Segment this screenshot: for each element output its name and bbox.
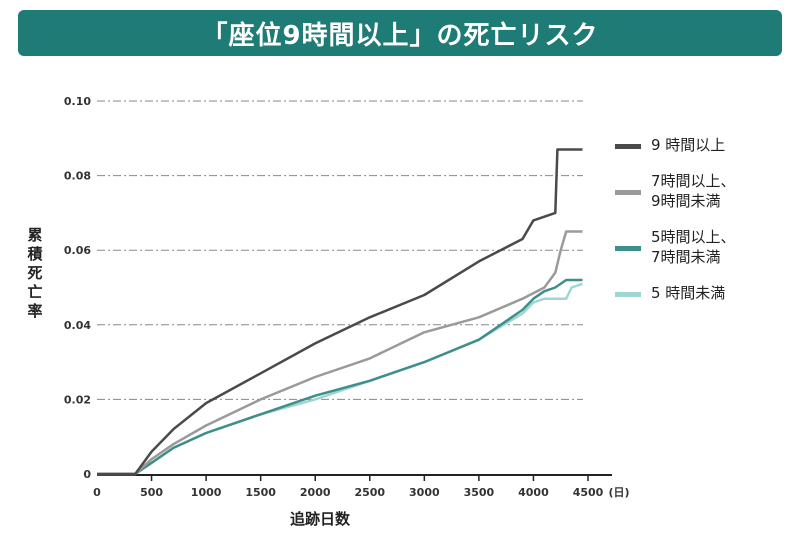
x-unit-label: (日) [608,486,629,499]
y-axis-label: 累積死亡率 [27,226,43,320]
legend-swatch [615,246,641,251]
x-tick-label: 500 [140,486,163,499]
legend-label: 9 時間以上 [651,136,726,154]
legend-swatch [615,190,641,195]
series-line [97,148,583,476]
legend-label: 7時間以上、 9時間未満 [651,172,736,210]
x-tick-label: 3000 [409,486,440,499]
x-tick-label: 2500 [354,486,385,499]
series-line [97,230,583,476]
x-tick-label: 2000 [300,486,331,499]
x-tick-label: 1000 [191,486,222,499]
legend-label: 5時間以上、 7時間未満 [651,228,736,266]
legend-item: 5 時間未満 [615,283,736,303]
y-tick-label: 0.04 [64,319,91,332]
legend-item: 5時間以上、 7時間未満 [615,227,736,267]
legend-item: 9 時間以上 [615,135,736,155]
y-tick-label: 0.10 [64,95,91,108]
x-tick-label: 4500 [573,486,604,499]
legend-label: 5 時間未満 [651,284,726,302]
legend: 9 時間以上 7時間以上、 9時間未満 5時間以上、 7時間未満 5 時間未満 [615,135,736,319]
y-tick-label: 0.06 [64,244,91,257]
chart-title: 「座位9時間以上」の死亡リスク [201,20,599,51]
title-banner: 「座位9時間以上」の死亡リスク [18,10,782,56]
y-tick-label: 0 [83,468,91,481]
x-tick-label: 1500 [245,486,276,499]
legend-item: 7時間以上、 9時間未満 [615,171,736,211]
x-axis-label: 追跡日数 [290,510,351,528]
legend-swatch [615,144,641,149]
x-tick-label: 4000 [518,486,549,499]
y-tick-label: 0.08 [64,170,91,183]
y-tick-label: 0.02 [64,393,91,406]
x-tick-label: 3500 [464,486,495,499]
x-tick-label: 0 [93,486,101,499]
legend-swatch [615,292,641,297]
series-line [97,278,583,476]
